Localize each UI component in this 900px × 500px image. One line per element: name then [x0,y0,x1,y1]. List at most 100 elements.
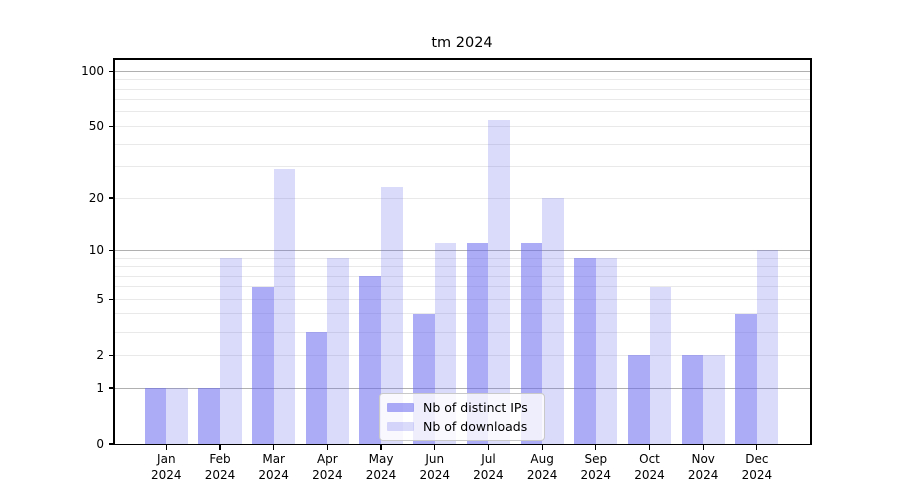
y-gridline-minor [114,298,810,300]
x-tick-mark [273,445,275,450]
x-tick-label-month: Dec [745,452,769,466]
x-tick-label: Oct 2024 [617,452,683,483]
bar-downloads [488,120,511,444]
x-tick-label: Jul 2024 [455,452,521,483]
x-tick-label: Sep 2024 [563,452,629,483]
x-tick-label-year: 2024 [687,467,719,482]
x-tick-mark [595,445,597,450]
x-tick-label-year: 2024 [312,467,343,482]
y-gridline-minor [114,166,810,168]
legend-label: Nb of downloads [423,419,528,434]
y-gridline-minor [114,331,810,333]
legend-entry: Nb of distinct IPs [387,398,536,417]
x-tick-label-year: 2024 [204,467,236,482]
x-tick-label-year: 2024 [151,467,182,482]
x-tick-label-month: Jun [425,452,445,466]
x-tick-mark [756,445,758,450]
x-tick-label-month: Nov [691,452,715,466]
x-tick-label: Jun 2024 [402,452,468,483]
bar-downloads [219,258,242,444]
x-tick-label-month: Mar [262,452,285,466]
x-tick-mark [434,445,436,450]
x-tick-label-year: 2024 [526,467,558,482]
bar-distinct-ips [198,388,220,444]
bar-downloads [542,198,564,444]
bar-downloads [327,258,349,444]
bar-downloads [595,258,618,444]
x-tick-label-year: 2024 [258,467,289,482]
y-gridline-major [114,70,810,72]
y-tick-mark [108,249,113,251]
y-tick-label: 100 [81,64,104,79]
x-tick-label-month: Jul [481,452,496,466]
y-gridline-minor [114,266,810,267]
y-gridline-minor [114,313,810,315]
legend-entry: Nb of downloads [387,417,536,436]
x-tick-label-month: Oct [639,452,660,466]
y-tick-label: 5 [96,292,104,307]
bar-downloads [166,388,188,444]
x-tick-mark [326,445,328,450]
plot-spine-right [810,58,812,446]
x-tick-label-month: Feb [209,452,231,466]
bar-distinct-ips [252,286,274,444]
legend-swatch-distinct-ips [387,402,414,413]
x-tick-label-month: May [368,452,394,466]
y-tick-mark [108,70,113,72]
x-tick-label-year: 2024 [419,467,451,482]
bar-distinct-ips [681,355,704,444]
x-tick-label-month: Sep [584,452,608,466]
bar-downloads [381,187,403,444]
x-tick-label: Nov 2024 [670,452,736,483]
legend-swatch-downloads [387,421,414,432]
x-tick-label-year: 2024 [365,467,397,482]
bar-downloads [273,169,296,444]
y-gridline-major [114,249,810,251]
y-gridline-minor [114,257,810,259]
y-tick-label: 1 [96,381,104,395]
x-tick-label: May 2024 [348,452,414,483]
bar-distinct-ips [627,355,650,444]
bar-distinct-ips [144,388,167,444]
y-tick-label: 10 [88,243,104,258]
y-gridline-major [114,387,810,389]
x-tick-mark [380,445,382,450]
x-tick-mark [702,445,704,450]
y-gridline-minor [114,143,810,145]
y-gridline-minor [114,197,810,199]
plot-spine-bottom [113,443,812,446]
y-tick-label: 2 [96,348,104,363]
x-tick-label-month: Apr [316,452,338,466]
bar-distinct-ips [305,332,328,444]
y-gridline-minor [114,286,810,288]
bar-downloads [756,250,779,444]
y-gridline-minor [114,125,810,127]
x-tick-mark [219,445,221,450]
plot-spine-left [113,58,115,446]
legend-label: Nb of distinct IPs [423,400,528,415]
y-gridline-minor [114,354,810,356]
x-tick-label-month: Aug [530,452,554,466]
x-tick-label-year: 2024 [580,467,612,482]
bar-distinct-ips [359,276,382,444]
y-tick-label: 20 [88,191,104,206]
y-gridline-minor [114,111,810,113]
y-gridline-minor [114,88,810,90]
x-tick-label: Dec 2024 [724,452,790,483]
x-tick-label: Feb 2024 [187,452,253,483]
y-tick-mark [108,387,113,389]
bar-distinct-ips [735,313,757,444]
x-tick-label: Aug 2024 [509,452,575,483]
y-tick-mark [108,443,113,445]
y-tick-label: 50 [88,119,104,134]
x-tick-label-month: Jan [157,452,176,466]
y-tick-label: 0 [96,437,104,451]
bar-downloads [649,286,672,444]
plot-spine-top [113,58,812,60]
x-tick-mark [487,445,490,450]
x-tick-label-year: 2024 [473,467,504,482]
x-tick-label: Jan 2024 [133,452,199,483]
y-tick-mark [108,125,113,127]
legend: Nb of distinct IPs Nb of downloads [379,393,545,441]
